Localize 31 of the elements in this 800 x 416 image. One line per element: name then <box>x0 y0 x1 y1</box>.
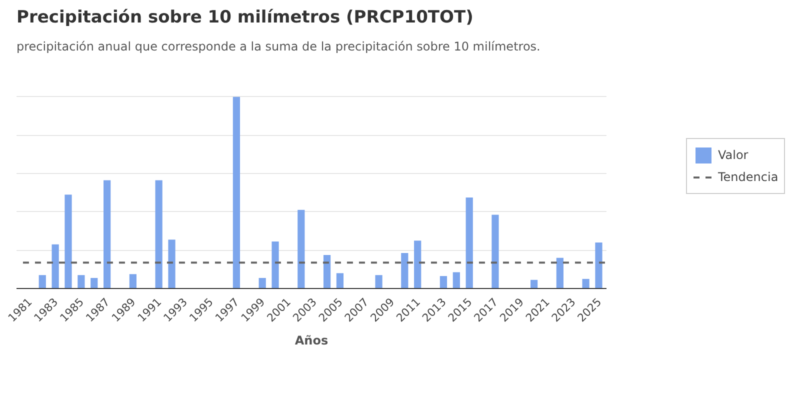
bar <box>129 274 137 288</box>
bar <box>556 258 564 288</box>
x-axis-title: Años <box>294 334 328 348</box>
bar <box>38 275 46 288</box>
bar <box>414 240 422 288</box>
bar <box>530 280 538 288</box>
legend-label: Valor <box>718 148 748 162</box>
bar <box>440 276 448 288</box>
chart-subtitle: precipitación anual que corresponde a la suma de la precipitación sobre 10 milímetros. <box>16 40 540 54</box>
bar <box>401 253 408 288</box>
bar <box>375 275 382 288</box>
bar <box>104 180 111 288</box>
bar <box>336 273 344 288</box>
bar <box>595 242 602 288</box>
bar <box>452 272 460 288</box>
bar <box>52 244 59 288</box>
bar <box>78 275 85 288</box>
legend-label: Tendencia <box>718 170 778 184</box>
bar <box>323 254 331 288</box>
bar <box>272 242 279 288</box>
bar <box>232 96 240 288</box>
bar <box>258 278 266 288</box>
bar <box>492 214 499 288</box>
bar <box>90 278 98 288</box>
bar <box>298 210 305 288</box>
bar <box>155 180 162 288</box>
chart-title: Precipitación sobre 10 milímetros (PRCP10TOT) <box>16 8 474 28</box>
bar <box>466 197 473 288</box>
bar <box>582 278 590 288</box>
bar <box>64 194 72 288</box>
bar <box>168 240 176 288</box>
